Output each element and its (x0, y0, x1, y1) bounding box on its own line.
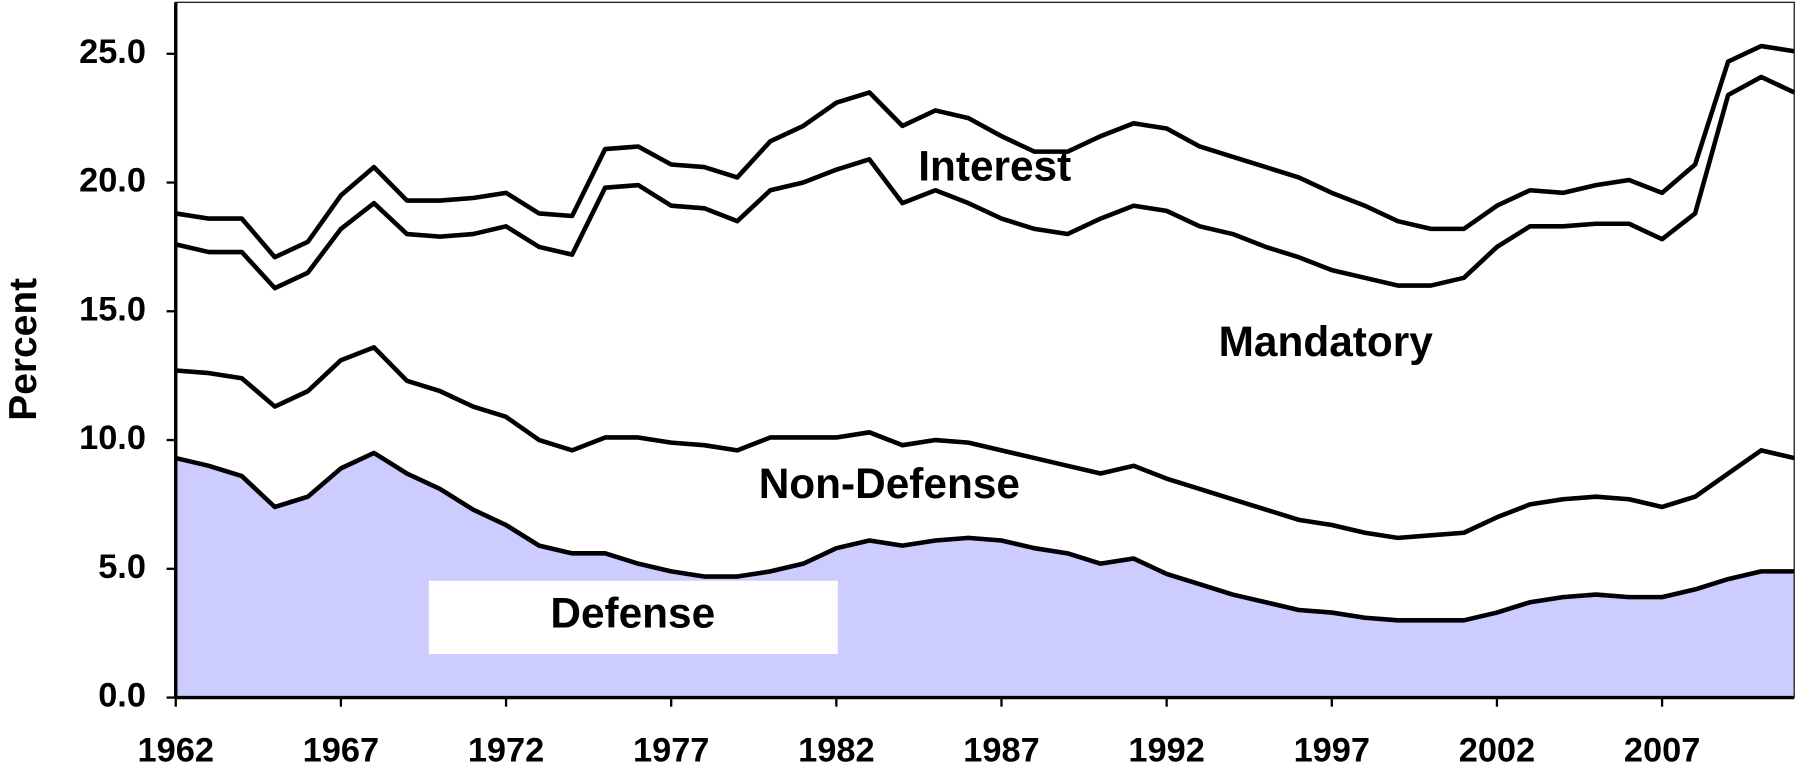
annotation: Defense (550, 589, 715, 636)
series-line (175, 43, 1795, 260)
x-tick-label: 1987 (963, 732, 1039, 770)
labels: 0.0 5.0 10.0 15.0 20.0 25.0 1962 1967 1972 1977 19… (79, 33, 1700, 770)
plot-area (166, 1, 1796, 707)
y-tick-label: 15.0 (79, 290, 146, 328)
x-tick-label: 1997 (1294, 732, 1370, 770)
y-tick-label: 0.0 (98, 677, 146, 715)
area (175, 76, 1795, 538)
series-line (175, 345, 1795, 541)
y-tick-label: 25.0 (79, 33, 146, 71)
x-tick-label: 1967 (303, 732, 379, 770)
series-line (175, 450, 1795, 623)
annotation: Mandatory (1219, 318, 1434, 365)
x-tick-label: 1992 (1128, 732, 1204, 770)
series-line (175, 74, 1796, 291)
annotation: Interest (918, 143, 1071, 190)
x-tick-label: 1982 (798, 732, 874, 770)
x-tick-label: 1972 (468, 732, 544, 770)
annotation: Non-Defense (759, 460, 1020, 507)
y-tick-label: 20.0 (79, 162, 146, 200)
x-tick-label: 1962 (138, 732, 214, 770)
area (175, 46, 1795, 289)
x-tick-label: 2002 (1459, 732, 1535, 770)
y-tick-label: 10.0 (79, 419, 146, 457)
x-tick-label: 2007 (1624, 732, 1700, 770)
x-tick-label: 1977 (633, 732, 709, 770)
y-axis-title: Percent (2, 278, 45, 421)
label-box (428, 580, 838, 655)
y-tick-label: 5.0 (98, 548, 146, 586)
